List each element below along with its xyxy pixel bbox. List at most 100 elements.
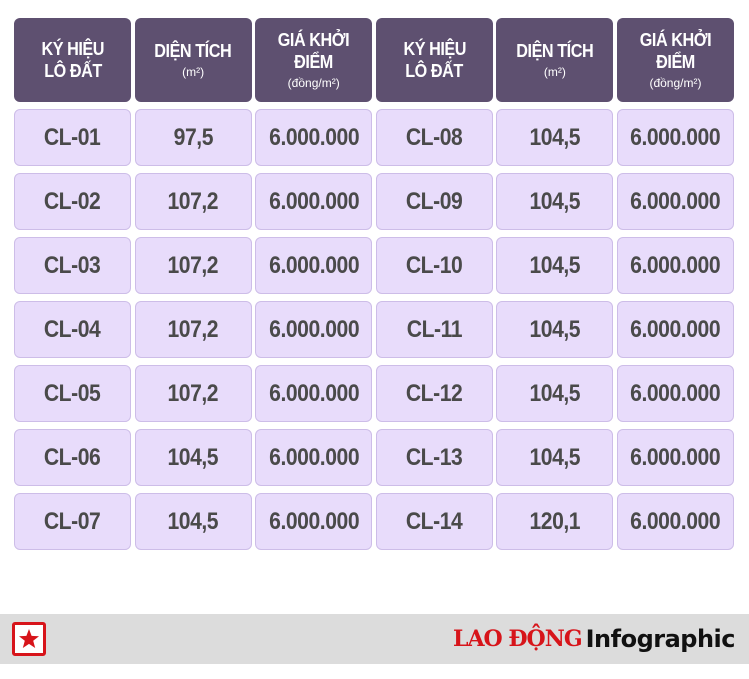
table-cell: 104,5 xyxy=(496,429,614,486)
table-cell: CL-02 xyxy=(14,173,131,230)
table-cell: 6.000.000 xyxy=(616,365,734,422)
cell-text: 104,5 xyxy=(529,379,581,407)
table-cell: 104,5 xyxy=(496,173,614,230)
table-cell: CL-01 xyxy=(14,109,131,166)
table-cell: 104,5 xyxy=(496,237,614,294)
footer-bar: LAO ĐỘNG Infographic xyxy=(0,614,749,664)
cell-text: CL-13 xyxy=(406,443,463,471)
cell-text: 6.000.000 xyxy=(268,379,359,407)
table-cell: 104,5 xyxy=(134,493,252,550)
cell-text: 107,2 xyxy=(167,315,219,343)
table-cell: CL-12 xyxy=(375,365,493,422)
table-cell: 6.000.000 xyxy=(255,301,373,358)
table-cell: 104,5 xyxy=(496,301,614,358)
brand-name: LAO ĐỘNG xyxy=(452,626,583,652)
cell-text: CL-07 xyxy=(44,507,101,535)
cell-text: 104,5 xyxy=(167,443,219,471)
table-cell: 107,2 xyxy=(134,365,252,422)
table-cell: 6.000.000 xyxy=(616,109,734,166)
header-label-line2: LÔ ĐẤT xyxy=(43,61,102,81)
table-cell: 6.000.000 xyxy=(255,237,373,294)
cell-text: 6.000.000 xyxy=(268,187,359,215)
header-starting-price-1: GIÁ KHỞI ĐIỂM (đồng/m²) xyxy=(255,18,373,102)
cell-text: 104,5 xyxy=(529,315,581,343)
header-plot-id-1: KÝ HIỆU LÔ ĐẤT xyxy=(14,18,131,102)
header-area-2: DIỆN TÍCH (m²) xyxy=(496,18,614,102)
table-cell: CL-06 xyxy=(14,429,131,486)
cell-text: CL-04 xyxy=(44,315,101,343)
cell-text: 6.000.000 xyxy=(630,315,721,343)
cell-text: CL-08 xyxy=(406,123,463,151)
table-cell: 104,5 xyxy=(496,109,614,166)
cell-text: CL-14 xyxy=(406,507,463,535)
cell-text: 120,1 xyxy=(529,507,581,535)
cell-text: 107,2 xyxy=(167,187,219,215)
brand-section: Infographic xyxy=(585,625,736,653)
cell-text: 107,2 xyxy=(167,251,219,279)
header-label-line2: LÔ ĐẤT xyxy=(405,61,464,81)
table-cell: CL-07 xyxy=(14,493,131,550)
cell-text: 104,5 xyxy=(529,187,581,215)
table-cell: CL-08 xyxy=(375,109,493,166)
table-cell: 120,1 xyxy=(496,493,614,550)
header-unit: (đồng/m²) xyxy=(287,76,340,90)
header-unit: (m²) xyxy=(182,65,205,79)
cell-text: 6.000.000 xyxy=(630,443,721,471)
cell-text: 6.000.000 xyxy=(268,123,359,151)
table-cell: 6.000.000 xyxy=(616,493,734,550)
header-label: KÝ HIỆU xyxy=(402,39,466,59)
header-unit: (đồng/m²) xyxy=(649,76,702,90)
cell-text: 6.000.000 xyxy=(630,379,721,407)
header-starting-price-2: GIÁ KHỞI ĐIỂM (đồng/m²) xyxy=(616,18,734,102)
table-cell: 104,5 xyxy=(134,429,252,486)
table-cell: 6.000.000 xyxy=(616,429,734,486)
table-grid: KÝ HIỆU LÔ ĐẤT DIỆN TÍCH (m²) GIÁ KHỞI Đ… xyxy=(14,18,734,557)
header-label: GIÁ KHỞI ĐIỂM xyxy=(639,30,712,72)
table-cell: CL-05 xyxy=(14,365,131,422)
table-cell: CL-11 xyxy=(375,301,493,358)
table-cell: CL-04 xyxy=(14,301,131,358)
header-unit: (m²) xyxy=(543,65,566,79)
table-cell: 6.000.000 xyxy=(255,429,373,486)
cell-text: CL-05 xyxy=(44,379,101,407)
table-cell: CL-10 xyxy=(375,237,493,294)
cell-text: 6.000.000 xyxy=(268,507,359,535)
table-cell: 6.000.000 xyxy=(616,237,734,294)
table-cell: 6.000.000 xyxy=(255,493,373,550)
cell-text: CL-01 xyxy=(44,123,101,151)
brand-wordmark: LAO ĐỘNG Infographic xyxy=(452,622,736,656)
header-label: DIỆN TÍCH xyxy=(516,41,594,61)
table-cell: 107,2 xyxy=(134,173,252,230)
header-plot-id-2: KÝ HIỆU LÔ ĐẤT xyxy=(375,18,493,102)
cell-text: 104,5 xyxy=(529,251,581,279)
cell-text: 6.000.000 xyxy=(268,443,359,471)
cell-text: CL-09 xyxy=(406,187,463,215)
cell-text: 104,5 xyxy=(529,443,581,471)
cell-text: CL-12 xyxy=(406,379,463,407)
header-area-1: DIỆN TÍCH (m²) xyxy=(134,18,252,102)
table-cell: CL-13 xyxy=(375,429,493,486)
cell-text: 97,5 xyxy=(173,123,213,151)
cell-text: 6.000.000 xyxy=(268,251,359,279)
star-logo-icon xyxy=(12,622,46,656)
cell-text: CL-03 xyxy=(44,251,101,279)
table-cell: CL-14 xyxy=(375,493,493,550)
cell-text: CL-02 xyxy=(44,187,101,215)
star-icon xyxy=(19,629,39,648)
cell-text: 6.000.000 xyxy=(630,123,721,151)
table-cell: 6.000.000 xyxy=(255,365,373,422)
table-cell: 107,2 xyxy=(134,237,252,294)
table-cell: 6.000.000 xyxy=(255,109,373,166)
table-cell: 104,5 xyxy=(496,365,614,422)
header-label: GIÁ KHỞI ĐIỂM xyxy=(277,30,350,72)
table-cell: 6.000.000 xyxy=(255,173,373,230)
table-cell: 107,2 xyxy=(134,301,252,358)
table-cell: 97,5 xyxy=(134,109,252,166)
cell-text: 107,2 xyxy=(167,379,219,407)
header-label: KÝ HIỆU xyxy=(41,39,104,59)
cell-text: 6.000.000 xyxy=(630,187,721,215)
table-cell: CL-09 xyxy=(375,173,493,230)
cell-text: 104,5 xyxy=(529,123,581,151)
table-cell: 6.000.000 xyxy=(616,173,734,230)
header-label: DIỆN TÍCH xyxy=(154,41,232,61)
